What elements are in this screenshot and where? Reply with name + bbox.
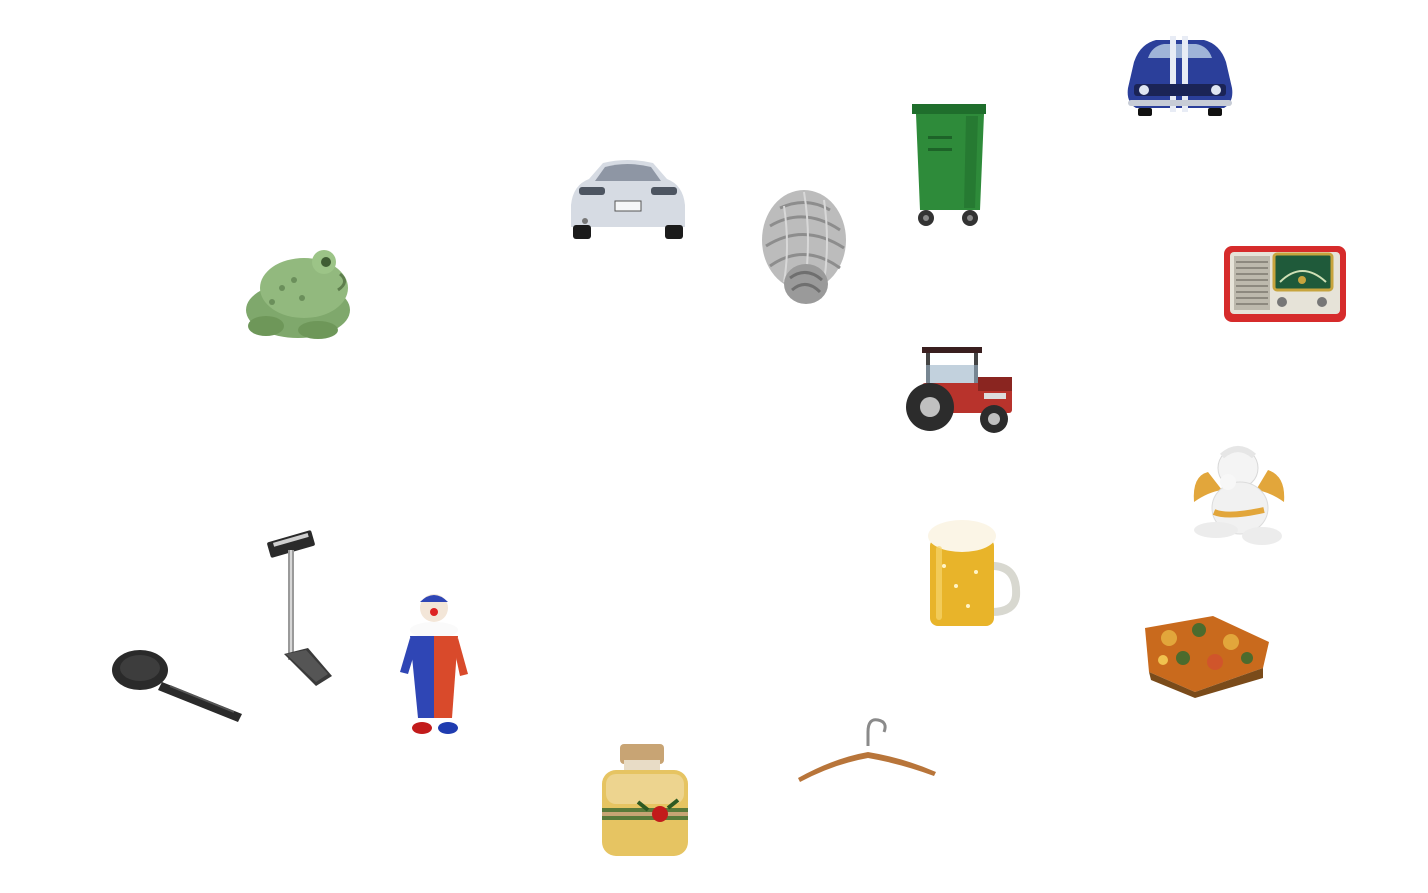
green-frog-figurine-icon[interactable] [242, 248, 356, 342]
blue-muscle-car-icon[interactable] [1120, 28, 1240, 120]
wooden-hanger-icon[interactable] [794, 712, 940, 786]
cherub-figurine-icon[interactable] [1188, 442, 1288, 550]
floral-cushion-icon[interactable] [1143, 612, 1271, 698]
green-wheelie-bin-icon[interactable] [908, 98, 990, 230]
candle-jar-icon[interactable] [598, 742, 694, 862]
silver-sports-car-icon[interactable] [565, 155, 691, 241]
red-tractor-icon[interactable] [902, 343, 1016, 435]
gray-yarn-ball-icon[interactable] [760, 186, 850, 308]
beer-mug-icon[interactable] [926, 516, 1021, 630]
black-ladle-icon[interactable] [110, 648, 246, 726]
clown-doll-icon[interactable] [398, 592, 472, 736]
red-retro-radio-icon[interactable] [1222, 244, 1348, 324]
weighing-scale-icon[interactable] [266, 528, 336, 688]
